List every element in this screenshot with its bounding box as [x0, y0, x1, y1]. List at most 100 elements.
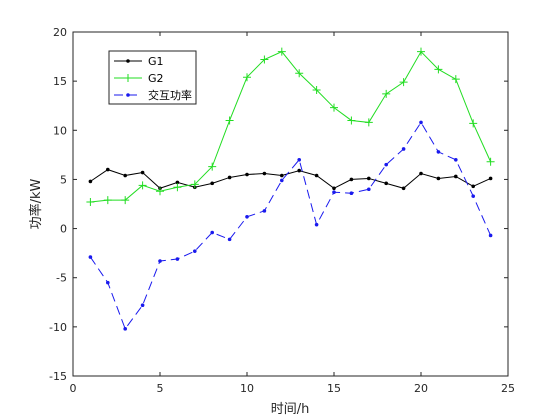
- x-tick-label: 10: [240, 382, 254, 395]
- y-tick-label: -5: [56, 272, 67, 285]
- legend-label: G1: [148, 55, 164, 68]
- data-point: [121, 196, 130, 205]
- data-point: [277, 47, 286, 56]
- data-point: [175, 180, 180, 185]
- data-point: [349, 177, 354, 182]
- y-tick-label: -15: [49, 370, 67, 383]
- x-axis-label: 时间/h: [271, 402, 310, 417]
- series-layer: [86, 47, 495, 331]
- series-3: [88, 120, 493, 331]
- data-point: [384, 162, 389, 167]
- data-point: [349, 191, 354, 195]
- data-point: [190, 180, 199, 189]
- data-point: [454, 157, 458, 162]
- data-point: [332, 186, 336, 191]
- series-line: [90, 50, 492, 203]
- data-point: [280, 178, 284, 183]
- legend-marker: [124, 74, 132, 82]
- data-point: [436, 150, 441, 154]
- data-point: [367, 187, 371, 192]
- data-point: [297, 157, 302, 162]
- x-tick-label: 5: [157, 382, 164, 395]
- data-point: [138, 181, 147, 190]
- data-point: [106, 280, 110, 285]
- data-point: [245, 214, 249, 219]
- data-point: [312, 85, 321, 94]
- data-point: [140, 170, 145, 175]
- y-tick-label: 20: [53, 26, 67, 39]
- data-point: [364, 118, 373, 127]
- data-point: [106, 167, 110, 172]
- data-point: [210, 230, 214, 235]
- legend-marker: [126, 93, 130, 97]
- data-point: [173, 183, 182, 192]
- data-point: [382, 89, 391, 98]
- data-point: [193, 249, 197, 253]
- data-point: [401, 147, 406, 151]
- data-point: [314, 173, 319, 178]
- data-point: [399, 78, 408, 87]
- data-point: [434, 65, 443, 74]
- data-point: [243, 73, 251, 82]
- data-point: [227, 175, 232, 180]
- series-line: [89, 121, 492, 330]
- data-point: [332, 190, 336, 195]
- legend-marker: [126, 59, 130, 63]
- data-point: [451, 75, 460, 84]
- data-point: [347, 116, 356, 125]
- legend-label: G2: [148, 72, 164, 85]
- series-2: [86, 47, 495, 207]
- data-point: [88, 179, 93, 184]
- data-point: [158, 259, 162, 263]
- data-point: [384, 181, 389, 186]
- data-point: [210, 181, 214, 186]
- y-tick-label: -10: [49, 321, 67, 334]
- data-point: [208, 162, 217, 171]
- y-tick-label: 0: [60, 223, 67, 236]
- data-point: [88, 255, 93, 259]
- series-line: [90, 169, 491, 189]
- y-tick-label: 15: [53, 75, 67, 88]
- y-axis: -15 -10 -5 0 5 10 15 20: [49, 26, 508, 383]
- data-point: [123, 327, 127, 331]
- data-point: [262, 171, 267, 176]
- legend-item: G2: [114, 72, 164, 85]
- y-tick-label: 5: [60, 173, 67, 186]
- data-point: [419, 120, 423, 125]
- data-point: [330, 103, 338, 112]
- x-tick-label: 25: [501, 382, 515, 395]
- data-point: [262, 209, 267, 213]
- data-point: [471, 184, 476, 189]
- data-point: [436, 176, 441, 181]
- data-point: [297, 168, 302, 173]
- y-tick-label: 10: [53, 124, 67, 137]
- x-tick-label: 0: [70, 382, 77, 395]
- data-point: [469, 119, 478, 128]
- data-point: [488, 233, 493, 238]
- data-point: [488, 176, 493, 181]
- data-point: [486, 157, 495, 166]
- data-point: [123, 173, 127, 178]
- x-axis: 0 5 10 15 20 25: [70, 32, 515, 395]
- data-point: [280, 173, 284, 178]
- data-point: [401, 186, 406, 191]
- legend-item: G1: [114, 55, 164, 68]
- data-point: [454, 174, 458, 179]
- data-point: [103, 196, 112, 205]
- data-point: [225, 116, 234, 125]
- data-point: [471, 194, 476, 198]
- data-point: [86, 198, 95, 207]
- legend: G1 G2 交互功率: [108, 50, 197, 105]
- legend-item: 交互功率: [114, 88, 192, 102]
- data-point: [245, 172, 249, 177]
- y-axis-label: 功率/kW: [28, 178, 44, 229]
- legend-label: 交互功率: [148, 88, 192, 102]
- data-point: [156, 187, 164, 196]
- data-point: [419, 171, 423, 176]
- x-tick-label: 20: [414, 382, 428, 395]
- data-point: [367, 176, 371, 181]
- data-point: [417, 47, 425, 56]
- data-point: [175, 257, 180, 261]
